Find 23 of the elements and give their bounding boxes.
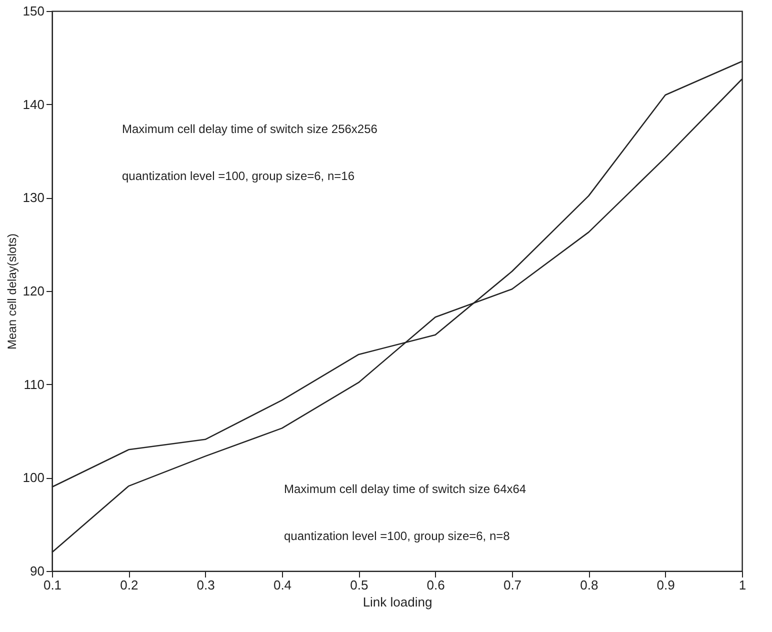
y-tick-label: 140: [22, 96, 44, 112]
x-tick-label: 0.8: [580, 578, 598, 592]
y-tick-label: 150: [22, 4, 44, 18]
x-tick-label: 0.5: [350, 578, 368, 592]
x-tick-label: 1: [738, 578, 746, 592]
x-tick-label: 0.2: [120, 578, 138, 592]
annotation: Maximum cell delay time of switch size 256x256: [122, 122, 378, 136]
x-tick-label: 0.4: [273, 578, 292, 592]
annotation: quantization level =100, group size=6, n=16: [122, 169, 355, 183]
annotation: Maximum cell delay time of switch size 64x64: [284, 482, 526, 496]
x-tick-label: 0.7: [503, 578, 522, 592]
annotation: quantization level =100, group size=6, n=8: [284, 529, 510, 543]
x-tick-label: 0.6: [426, 578, 445, 592]
y-tick-label: 130: [22, 190, 44, 206]
y-axis-title: Mean cell delay(slots): [4, 233, 19, 350]
y-tick-label: 120: [22, 284, 44, 298]
y-tick-label: 90: [30, 564, 44, 578]
y-tick-label: 100: [22, 470, 44, 486]
x-tick-label: 0.3: [196, 578, 215, 592]
y-tick-label: 110: [24, 376, 44, 392]
x-tick-label: 0.9: [656, 578, 675, 592]
x-tick-label: 0.1: [43, 578, 62, 592]
x-axis-title: Link loading: [362, 594, 432, 610]
